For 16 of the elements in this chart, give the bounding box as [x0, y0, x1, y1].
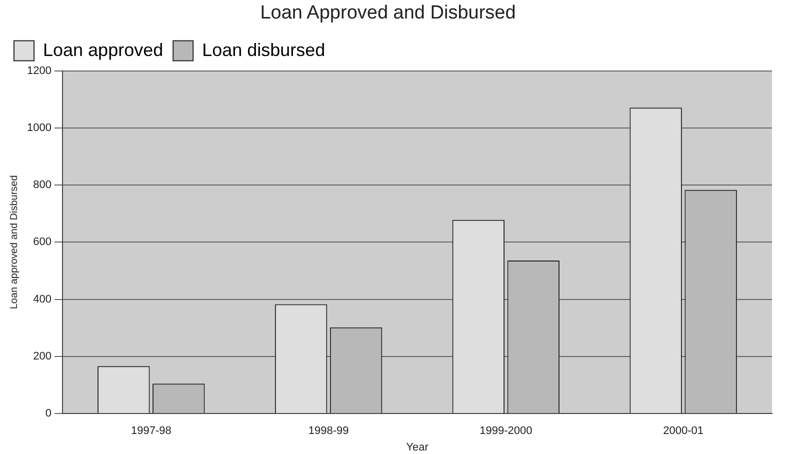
x-tick-label: 1997-98: [130, 425, 172, 438]
legend-label: Loan disbursed: [202, 40, 326, 60]
y-tick-label: 1000: [26, 122, 52, 134]
y-tick-label: 0: [45, 408, 52, 420]
x-axis-title: Year: [406, 441, 429, 454]
y-tick-label: 400: [33, 293, 52, 306]
y-tick-label: 600: [33, 236, 52, 248]
y-axis-title: Loan approved and Disbursed: [8, 175, 20, 310]
x-tick-label: 1998-99: [308, 425, 349, 438]
y-tick-label: 800: [33, 179, 52, 192]
chart-title: Loan Approved and Disbursed: [260, 2, 516, 24]
y-tick-label: 200: [33, 350, 52, 362]
y-tick-label: 1200: [26, 64, 52, 77]
x-tick-label: 1999-2000: [480, 425, 532, 438]
x-tick-label: 2000-01: [663, 425, 704, 438]
legend-label: Loan approved: [43, 40, 164, 60]
